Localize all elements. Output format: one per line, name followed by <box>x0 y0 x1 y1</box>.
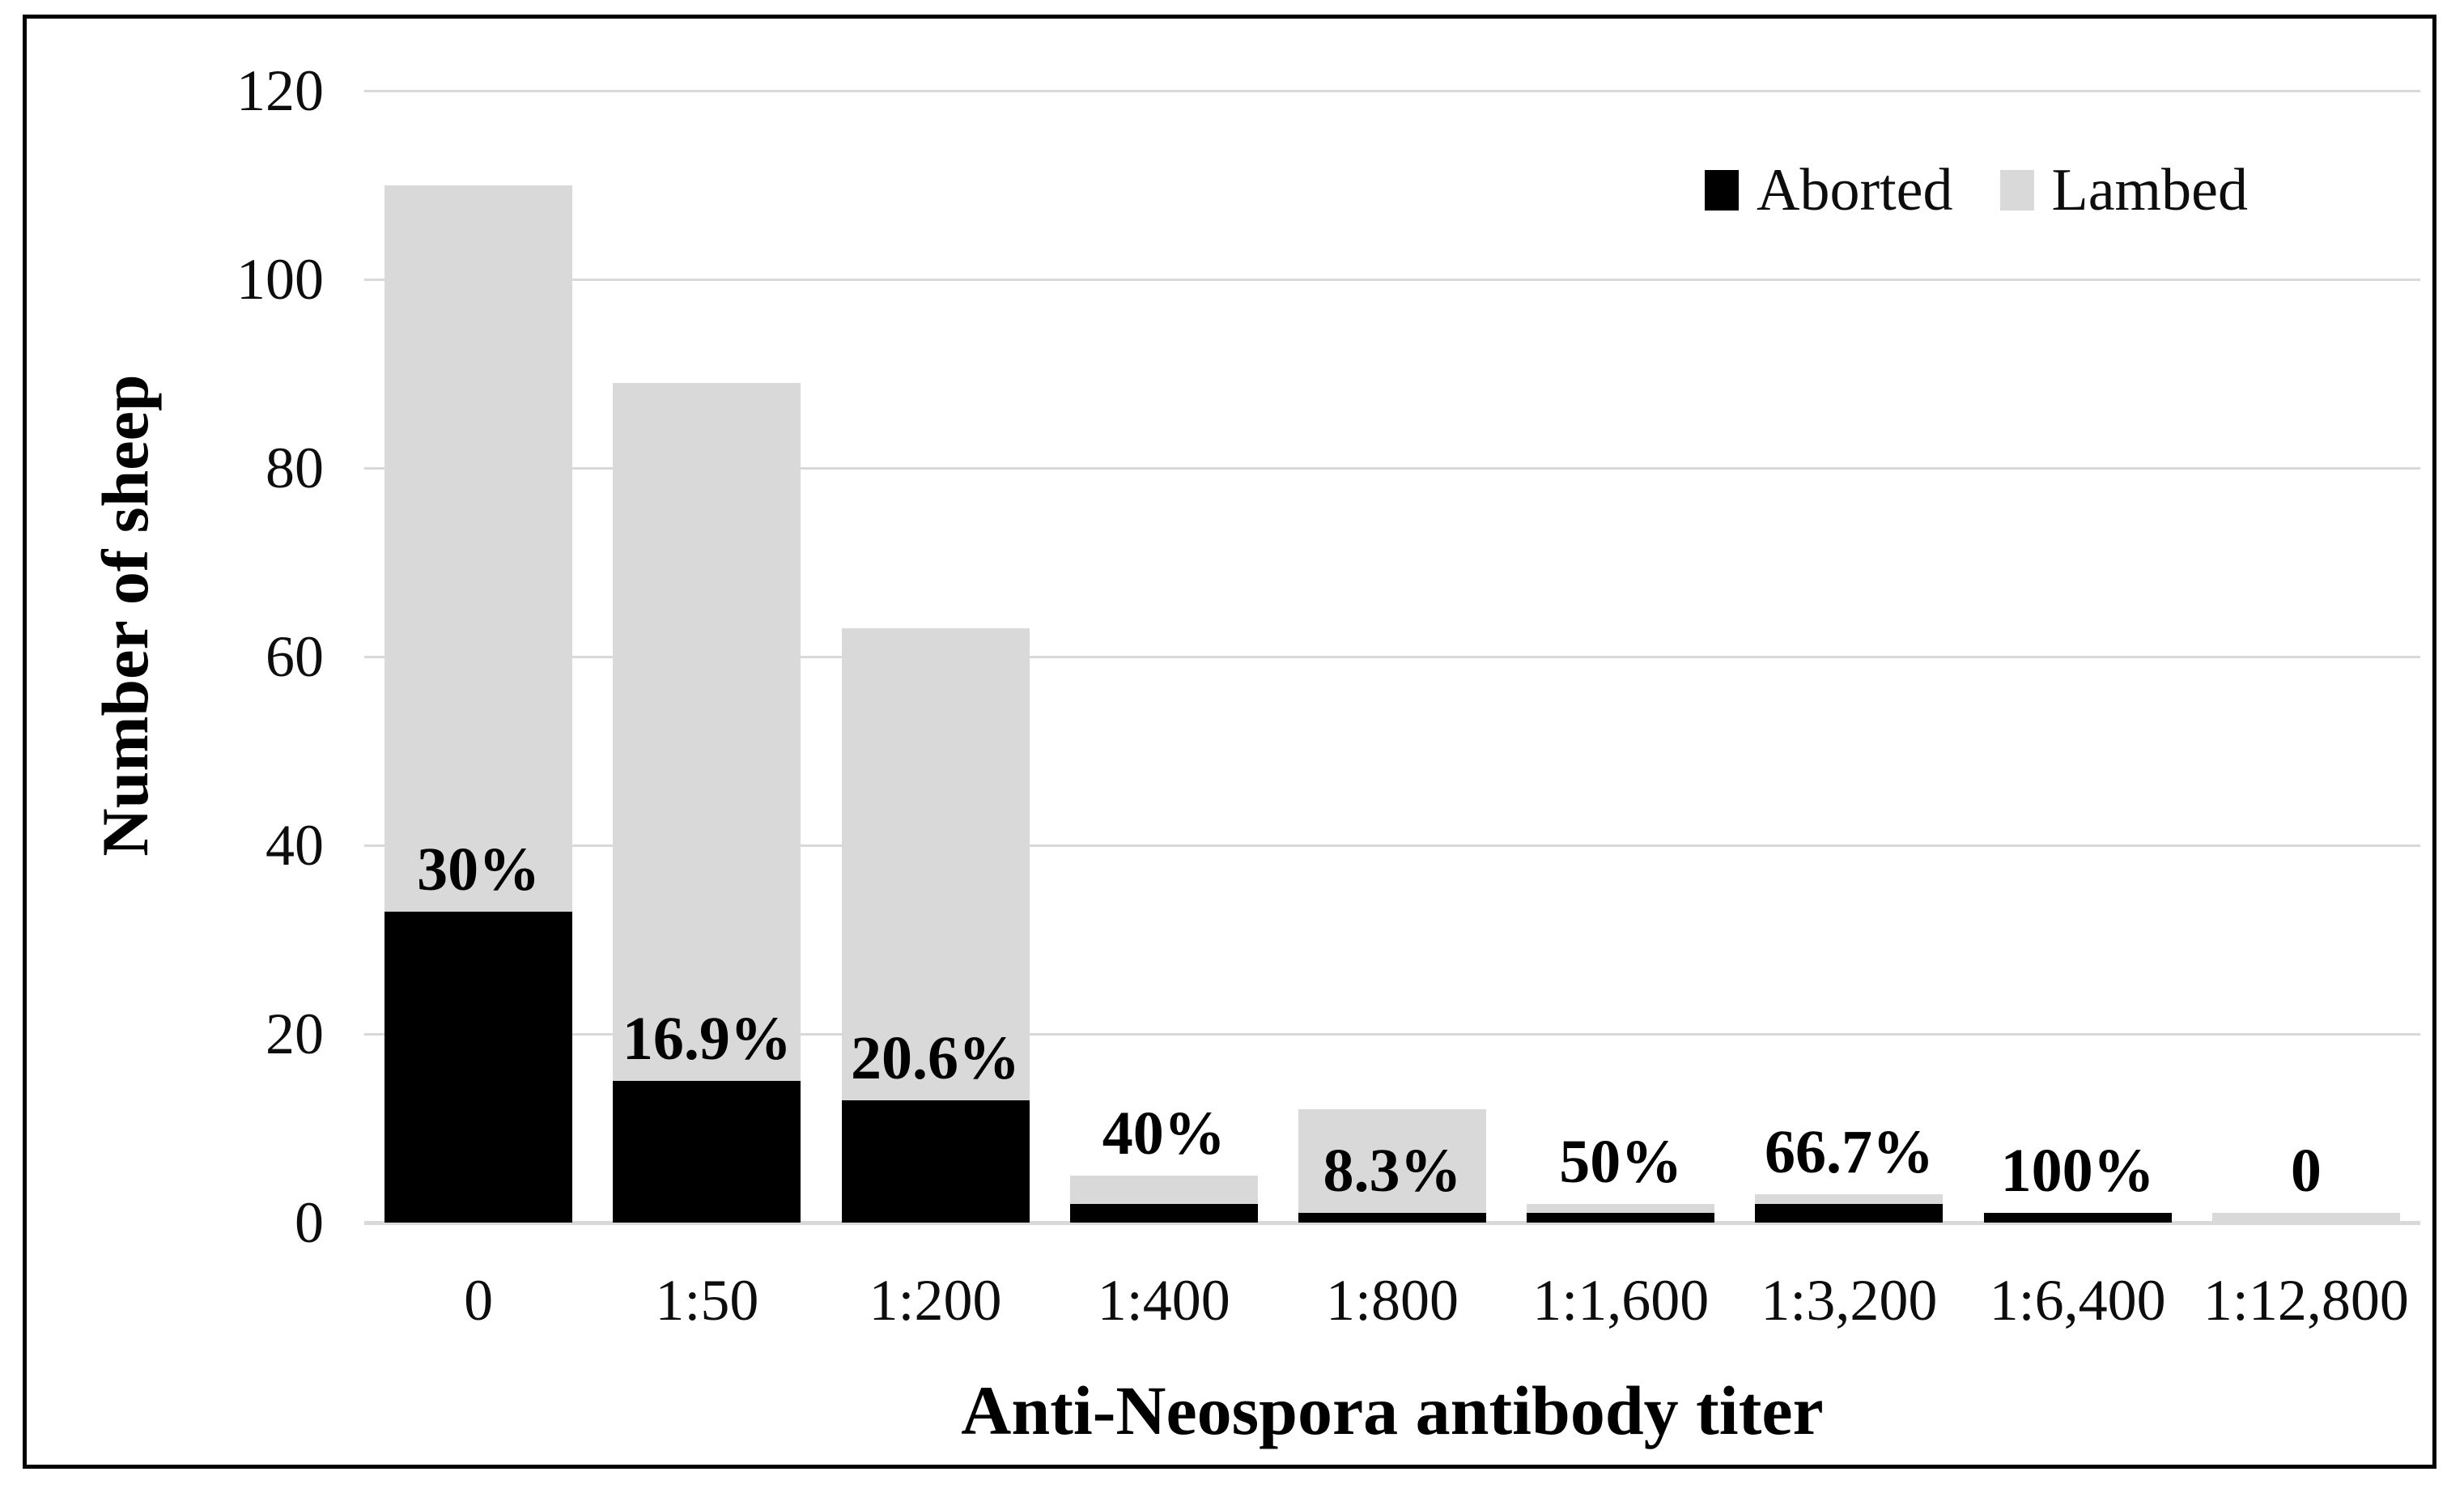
legend-label-lambed: Lambed <box>2051 157 2248 223</box>
bar-segment-aborted <box>1298 1213 1486 1223</box>
x-tick-label: 1:400 <box>1097 1268 1230 1333</box>
bar-segment-lambed <box>1527 1203 1715 1214</box>
bar-segment-lambed <box>2211 1213 2400 1223</box>
gridline <box>364 279 2420 281</box>
bar-segment-aborted <box>1069 1203 1258 1223</box>
x-tick-label: 1:12,800 <box>2203 1268 2409 1333</box>
y-tick-label: 0 <box>295 1190 324 1255</box>
x-tick-label: 1:6,400 <box>1989 1268 2166 1333</box>
bar-segment-lambed <box>384 185 573 912</box>
x-tick-label: 1:1,600 <box>1532 1268 1710 1333</box>
bar-segment-lambed <box>1298 1109 1486 1214</box>
data-label: 16.9% <box>622 1005 792 1074</box>
data-label: 20.6% <box>851 1023 1021 1092</box>
legend: Aborted Lambed <box>1705 160 2248 220</box>
x-tick-label: 0 <box>464 1268 494 1333</box>
data-label: 40% <box>1102 1099 1226 1168</box>
data-label: 8.3% <box>1323 1137 1462 1206</box>
y-tick-label: 40 <box>266 813 324 878</box>
bar-segment-lambed <box>841 628 1030 1100</box>
gridline <box>364 90 2420 92</box>
x-tick-label: 1:3,200 <box>1761 1268 1938 1333</box>
y-axis-title: Number of sheep <box>88 374 162 857</box>
bar-segment-aborted <box>841 1100 1030 1223</box>
bar-segment-aborted <box>1755 1203 1944 1223</box>
gridline <box>364 656 2420 658</box>
gridline <box>364 844 2420 847</box>
y-tick-label: 20 <box>266 1002 324 1066</box>
data-label: 0 <box>2290 1137 2322 1206</box>
bar-segment-lambed <box>1069 1175 1258 1204</box>
aborted-swatch <box>1705 170 1739 211</box>
data-label: 50% <box>1559 1127 1683 1196</box>
gridline <box>364 1033 2420 1036</box>
y-tick-label: 120 <box>236 58 324 123</box>
x-tick-label: 1:200 <box>869 1268 1002 1333</box>
x-tick-label: 1:800 <box>1325 1268 1459 1333</box>
y-tick-label: 100 <box>236 247 324 312</box>
bar-segment-aborted <box>384 911 573 1223</box>
bar-segment-lambed <box>1755 1194 1944 1204</box>
data-label: 30% <box>417 835 541 904</box>
gridline <box>364 467 2420 470</box>
x-axis-title: Anti-Neospora antibody titer <box>961 1372 1824 1449</box>
bar-segment-aborted <box>613 1081 801 1223</box>
x-axis-line <box>364 1221 2420 1225</box>
y-tick-label: 60 <box>266 624 324 689</box>
legend-item-lambed: Lambed <box>1999 157 2248 223</box>
bar-segment-lambed <box>613 383 801 1082</box>
data-label: 66.7% <box>1764 1118 1934 1187</box>
lambed-swatch <box>1999 170 2034 211</box>
legend-item-aborted: Aborted <box>1705 160 1953 220</box>
bar-segment-aborted <box>1527 1213 1715 1223</box>
data-label: 100% <box>2000 1137 2155 1206</box>
bar-segment-aborted <box>1983 1213 2172 1223</box>
legend-label-aborted: Aborted <box>1757 157 1953 223</box>
y-tick-label: 80 <box>266 436 324 500</box>
x-tick-label: 1:50 <box>655 1268 759 1333</box>
